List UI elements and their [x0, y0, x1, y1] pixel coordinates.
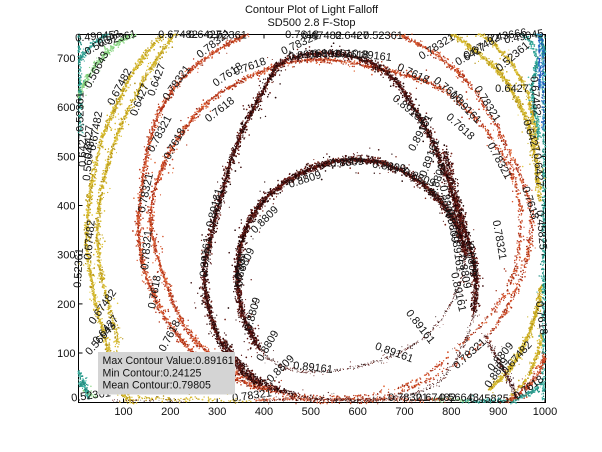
svg-text:0.49045: 0.49045 — [75, 29, 116, 44]
svg-text:400: 400 — [255, 406, 273, 418]
svg-text:500: 500 — [302, 406, 320, 418]
svg-text:0.67482: 0.67482 — [302, 30, 342, 42]
svg-text:0.6427: 0.6427 — [82, 125, 96, 159]
svg-text:0.89161: 0.89161 — [293, 360, 334, 376]
svg-text:0.52361: 0.52361 — [207, 29, 247, 41]
svg-text:0.67482: 0.67482 — [416, 392, 456, 404]
svg-text:0.67482: 0.67482 — [527, 76, 542, 117]
svg-text:200: 200 — [57, 299, 75, 311]
svg-text:700: 700 — [395, 406, 413, 418]
svg-text:1000: 1000 — [533, 406, 557, 418]
svg-text:200: 200 — [161, 406, 179, 418]
svg-text:0.45825: 0.45825 — [469, 393, 509, 405]
svg-text:0.67482: 0.67482 — [158, 29, 198, 41]
svg-text:600: 600 — [57, 102, 75, 114]
svg-text:0.52361: 0.52361 — [363, 30, 403, 42]
svg-text:300: 300 — [208, 406, 226, 418]
svg-text:Mean Contour:0.79805: Mean Contour:0.79805 — [103, 380, 211, 392]
svg-text:0.89161: 0.89161 — [448, 231, 465, 272]
svg-text:0.8809: 0.8809 — [233, 253, 248, 288]
svg-text:0.78321: 0.78321 — [388, 392, 428, 404]
svg-text:0.7618: 0.7618 — [335, 48, 369, 61]
svg-text:0.56643: 0.56643 — [81, 141, 97, 182]
svg-text:0.56643: 0.56643 — [439, 392, 479, 404]
svg-text:0.52361: 0.52361 — [72, 248, 86, 288]
svg-text:0.8809: 0.8809 — [372, 159, 407, 176]
svg-text:Contour Plot of Light Falloff: Contour Plot of Light Falloff — [245, 4, 379, 16]
svg-text:0.89161: 0.89161 — [352, 48, 393, 64]
svg-text:0.8809: 0.8809 — [330, 156, 364, 170]
svg-text:0.8809: 0.8809 — [443, 208, 461, 243]
svg-text:0.7618: 0.7618 — [146, 274, 164, 309]
svg-text:0.7618: 0.7618 — [285, 29, 319, 41]
svg-text:100: 100 — [57, 348, 75, 360]
svg-text:500: 500 — [57, 151, 75, 163]
svg-text:0.89161: 0.89161 — [198, 237, 214, 278]
svg-text:0.7618: 0.7618 — [533, 300, 550, 335]
svg-text:0.6427: 0.6427 — [495, 83, 529, 95]
svg-text:900: 900 — [489, 406, 507, 418]
svg-text:0.8809: 0.8809 — [455, 254, 473, 289]
svg-text:0.52361: 0.52361 — [74, 92, 86, 132]
svg-text:0.78321: 0.78321 — [139, 230, 154, 271]
svg-text:100: 100 — [114, 406, 132, 418]
svg-text:600: 600 — [349, 406, 367, 418]
svg-text:0.67482: 0.67482 — [82, 220, 97, 261]
svg-text:0.89161: 0.89161 — [312, 48, 352, 60]
svg-text:0.6427: 0.6427 — [188, 29, 222, 41]
svg-text:0.45825: 0.45825 — [533, 210, 548, 251]
svg-text:0.8809: 0.8809 — [463, 243, 479, 278]
svg-text:0.78321: 0.78321 — [231, 387, 272, 404]
svg-text:0.6427: 0.6427 — [335, 30, 369, 42]
svg-text:400: 400 — [57, 201, 75, 213]
svg-text:SD500 2.8 F-Stop: SD500 2.8 F-Stop — [267, 17, 355, 29]
svg-text:0.89161: 0.89161 — [288, 47, 329, 62]
svg-text:0.6427: 0.6427 — [531, 153, 546, 188]
svg-text:800: 800 — [442, 406, 460, 418]
svg-text:Max Contour Value:0.89161: Max Contour Value:0.89161 — [103, 355, 234, 367]
svg-text:0.6427: 0.6427 — [77, 133, 89, 167]
svg-text:300: 300 — [57, 250, 75, 262]
svg-text:Min Contour:0.24125: Min Contour:0.24125 — [103, 367, 202, 379]
svg-text:700: 700 — [57, 53, 75, 65]
